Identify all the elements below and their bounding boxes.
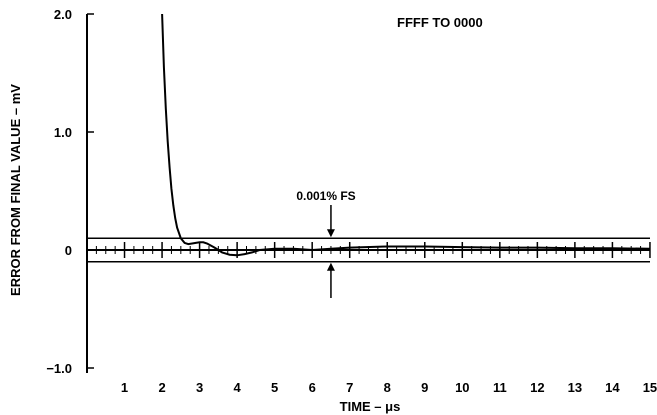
x-tick-label: 15 (643, 380, 657, 395)
x-tick-label: 7 (346, 380, 353, 395)
x-minor-ticks (95, 246, 642, 254)
y-tick-label: 0 (65, 243, 72, 258)
x-tick-label: 5 (271, 380, 278, 395)
x-tick-labels: 1 2 3 4 5 6 7 8 9 10 11 12 13 14 15 (121, 380, 657, 395)
x-tick-label: 10 (455, 380, 469, 395)
x-tick-label: 11 (493, 380, 507, 395)
arrow-up-head (326, 262, 335, 271)
x-tick-label: 8 (384, 380, 391, 395)
x-tick-label: 9 (421, 380, 428, 395)
x-tick-label: 13 (568, 380, 582, 395)
x-tick-label: 6 (309, 380, 316, 395)
y-tick-label: 1.0 (54, 125, 72, 140)
y-ticks (87, 13, 94, 369)
y-tick-label: 2.0 (54, 7, 72, 22)
arrow-down-head (326, 229, 335, 238)
error-series-line (161, 13, 651, 257)
x-tick-label: 2 (158, 380, 165, 395)
x-major-ticks (123, 242, 651, 258)
x-axis-label: TIME – μs (340, 399, 401, 414)
x-tick-label: 1 (121, 380, 128, 395)
annotation-label: 0.001% FS (296, 189, 355, 203)
annotation-arrow-up (326, 262, 335, 298)
x-tick-label: 3 (196, 380, 203, 395)
y-tick-labels: 2.0 1.0 0 −1.0 (46, 7, 72, 376)
chart-title: FFFF TO 0000 (397, 15, 483, 30)
x-tick-label: 12 (530, 380, 544, 395)
x-tick-label: 14 (605, 380, 620, 395)
y-tick-label: −1.0 (46, 361, 72, 376)
annotation-arrow-down (326, 205, 335, 238)
x-tick-label: 4 (234, 380, 242, 395)
y-axis-label: ERROR FROM FINAL VALUE – mV (8, 84, 23, 296)
